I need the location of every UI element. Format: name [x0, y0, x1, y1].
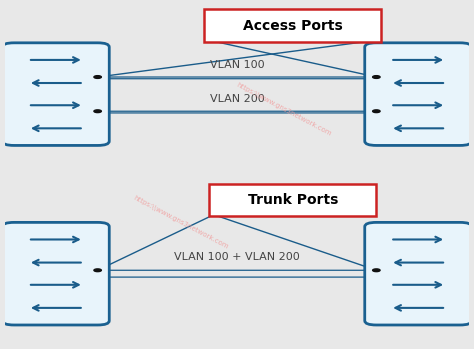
- Text: https:\\www.gns3network.com: https:\\www.gns3network.com: [235, 82, 332, 137]
- FancyBboxPatch shape: [2, 222, 109, 325]
- Circle shape: [94, 110, 101, 113]
- FancyBboxPatch shape: [365, 222, 472, 325]
- Circle shape: [373, 110, 380, 113]
- Text: Trunk Ports: Trunk Ports: [247, 193, 338, 207]
- Text: VLAN 100 + VLAN 200: VLAN 100 + VLAN 200: [174, 252, 300, 262]
- Text: VLAN 200: VLAN 200: [210, 94, 264, 104]
- Text: Access Ports: Access Ports: [243, 19, 343, 33]
- FancyBboxPatch shape: [365, 43, 472, 146]
- Circle shape: [94, 269, 101, 272]
- FancyBboxPatch shape: [209, 184, 376, 216]
- FancyBboxPatch shape: [2, 43, 109, 146]
- Text: https:\\www.gns3network.com: https:\\www.gns3network.com: [133, 195, 230, 250]
- Circle shape: [94, 76, 101, 79]
- Circle shape: [373, 76, 380, 79]
- FancyBboxPatch shape: [204, 9, 381, 42]
- Text: VLAN 100: VLAN 100: [210, 60, 264, 70]
- Circle shape: [373, 269, 380, 272]
